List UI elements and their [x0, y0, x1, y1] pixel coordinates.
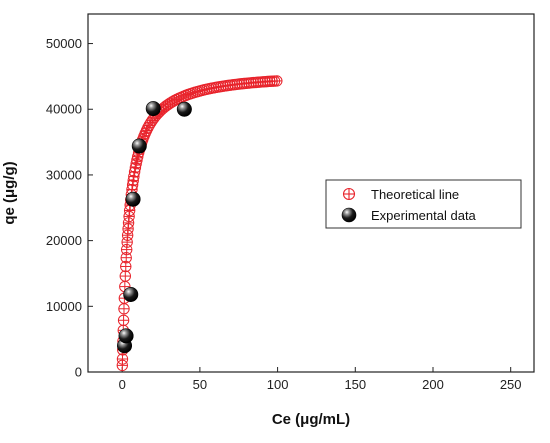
legend-box	[325, 179, 522, 229]
legend-label-experimental-data: Experimental data	[371, 208, 477, 223]
y-axis-title: qe (μg/g)	[1, 161, 18, 224]
y-tick-label: 10000	[46, 299, 82, 314]
experimental-point	[145, 101, 161, 117]
x-tick-label: 150	[344, 377, 366, 392]
theoretical-point	[122, 217, 135, 229]
x-tick-label: 100	[267, 377, 289, 392]
theoretical-point	[271, 75, 283, 87]
y-tick-label: 40000	[46, 102, 82, 117]
plot-area-frame	[87, 13, 535, 373]
theoretical-point	[118, 303, 130, 315]
experimental-point	[123, 286, 139, 302]
theoretical-point	[119, 270, 132, 282]
experimental-point	[118, 328, 134, 344]
theoretical-point	[117, 314, 130, 326]
y-tick-label: 20000	[46, 233, 82, 248]
legend-marker-theoretical-line	[342, 187, 356, 201]
y-tick-label: 0	[75, 365, 82, 380]
experimental-point	[176, 101, 192, 117]
experimental-point	[125, 191, 141, 207]
y-tick-label: 30000	[46, 167, 82, 182]
x-tick-label: 0	[119, 377, 126, 392]
series-experimental-data	[117, 101, 192, 354]
series-theoretical-line	[116, 75, 283, 372]
y-axis-ticks: 0 10000 20000 30000 40000 50000	[46, 36, 93, 380]
legend: Theoretical line Experimental data	[325, 179, 522, 229]
x-axis-title: Ce (μg/mL)	[272, 411, 350, 428]
y-tick-label: 50000	[46, 36, 82, 51]
legend-label-theoretical-line: Theoretical line	[371, 187, 459, 202]
legend-marker-experimental-data	[341, 207, 357, 223]
series-layer	[116, 75, 283, 372]
x-tick-label: 250	[500, 377, 522, 392]
theoretical-point	[123, 210, 135, 223]
x-tick-label: 50	[193, 377, 207, 392]
x-tick-label: 200	[422, 377, 444, 392]
experimental-point	[131, 138, 147, 154]
x-axis-ticks: 0 50 100 150 200 250	[119, 367, 522, 392]
